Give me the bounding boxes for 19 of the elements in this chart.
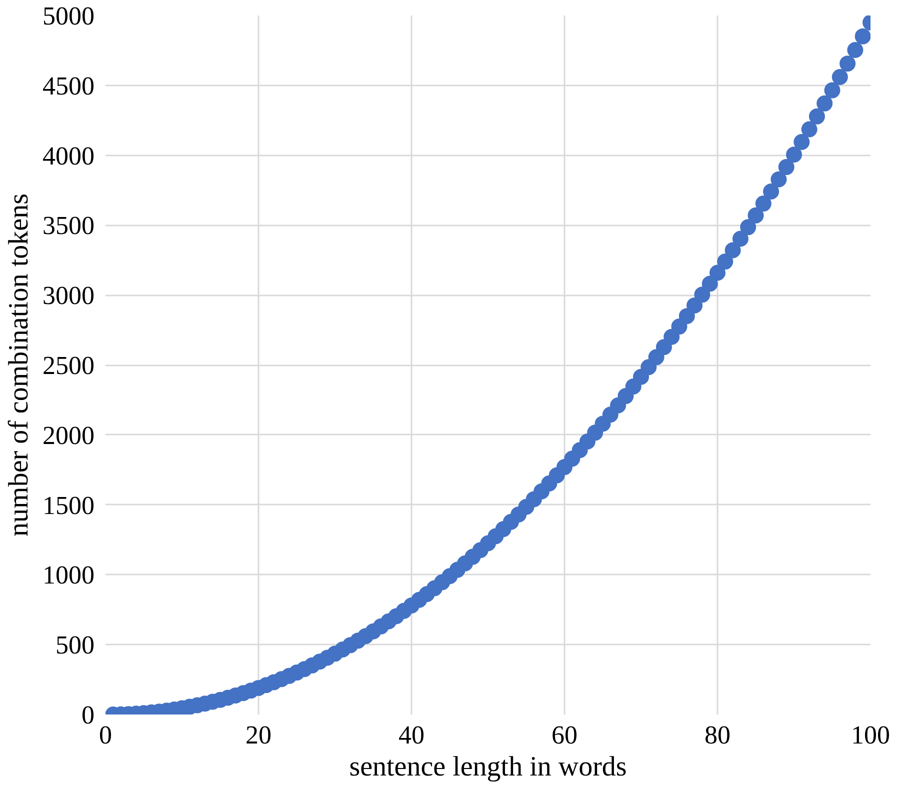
x-tick-label: 0 (99, 720, 112, 750)
x-tick-label: 40 (398, 720, 424, 750)
y-tick-label: 2500 (42, 351, 94, 380)
y-tick-label: 1500 (42, 490, 94, 520)
y-axis-title: number of combination tokens (4, 194, 34, 536)
y-tick-label: 1000 (42, 560, 94, 590)
y-tick-label: 2000 (42, 420, 94, 450)
x-tick-label: 100 (851, 720, 890, 750)
y-tick-label: 0 (82, 700, 94, 730)
y-tick-label: 3500 (42, 211, 94, 240)
x-tick-label: 60 (552, 720, 578, 750)
x-axis-title: sentence length in words (349, 752, 627, 782)
y-tick-label: 4500 (42, 71, 94, 100)
y-tick-label: 5000 (42, 2, 94, 30)
x-tick-label: 80 (704, 720, 730, 750)
x-tick-label: 20 (246, 720, 272, 750)
y-tick-label: 4000 (42, 141, 94, 170)
y-tick-label: 500 (56, 630, 94, 660)
y-tick-label: 3000 (42, 281, 94, 310)
